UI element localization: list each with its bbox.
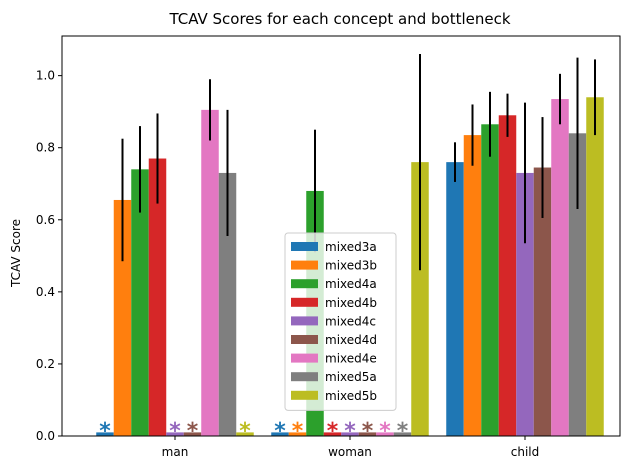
y-tick-label: 0.8: [36, 141, 55, 155]
legend-swatch-mixed5a: [291, 372, 318, 382]
bar-mixed4c-woman: [341, 432, 359, 436]
insignificant-marker-mixed5b-man: *: [239, 419, 251, 444]
legend-swatch-mixed4b: [291, 297, 318, 307]
x-tick-label-woman: woman: [328, 445, 372, 459]
bar-mixed5a-woman: [393, 432, 412, 436]
error-bars-layer: [121, 54, 596, 271]
bar-mixed4d-child: [533, 167, 552, 436]
legend: mixed3a mixed3b mixed4a mixed4b mixed4c mixed…: [284, 232, 397, 411]
legend-swatch-mixed3b: [291, 260, 318, 270]
y-tick-label: 0.6: [36, 213, 55, 227]
x-tick-label-man: man: [162, 445, 189, 459]
bar-mixed4d-woman: [358, 432, 377, 436]
y-tick-label: 0.2: [36, 357, 55, 371]
legend-label-mixed4b: mixed4b: [325, 296, 377, 310]
bar-mixed4a-man: [131, 169, 149, 437]
bar-mixed5b-child: [586, 97, 604, 436]
insignificant-marker-mixed4c-woman: *: [344, 419, 356, 444]
bar-mixed3a-man: [96, 432, 114, 436]
x-axis: man woman child: [162, 436, 540, 459]
insignificant-marker-mixed4b-woman: *: [327, 419, 339, 444]
legend-label-mixed3a: mixed3a: [325, 240, 377, 254]
bar-mixed5a-child: [568, 133, 587, 436]
legend-box: [284, 232, 397, 411]
bar-mixed4c-man: [166, 432, 184, 436]
legend-swatch-mixed4d: [291, 335, 318, 344]
insignificant-marker-mixed4d-woman: *: [362, 419, 374, 444]
y-tick-label: 0.0: [36, 429, 55, 443]
bar-mixed5b-woman: [411, 162, 429, 436]
bars-layer: [96, 97, 604, 437]
legend-label-mixed4a: mixed4a: [325, 277, 377, 291]
y-tick-label: 0.4: [36, 285, 55, 299]
legend-label-mixed5b: mixed5b: [325, 389, 377, 403]
bar-mixed3a-child: [446, 162, 464, 436]
bar-mixed4d-man: [183, 432, 202, 436]
legend-label-mixed5a: mixed5a: [325, 370, 377, 384]
bar-mixed3b-man: [113, 199, 132, 436]
legend-label-mixed4d: mixed4d: [325, 333, 377, 347]
legend-swatch-mixed5b: [291, 390, 318, 400]
legend-swatch-mixed3a: [291, 242, 318, 251]
insignificance-markers-layer: * * * ** ** * * **: [99, 419, 409, 444]
legend-swatch-mixed4a: [291, 279, 318, 289]
bar-mixed4e-child: [551, 99, 569, 437]
bar-mixed4b-woman: [323, 432, 342, 436]
legend-label-mixed4e: mixed4e: [325, 352, 377, 366]
x-tick-label-child: child: [511, 445, 540, 459]
y-axis-label: TCAV Score: [9, 219, 23, 288]
insignificant-marker-mixed3a-man: *: [99, 419, 111, 444]
insignificant-marker-mixed4e-woman: *: [379, 419, 391, 444]
legend-swatch-mixed4e: [291, 353, 318, 363]
plot-frame: [61, 35, 621, 437]
insignificant-marker-mixed5a-woman: *: [397, 419, 409, 444]
bar-mixed3b-woman: [288, 432, 307, 436]
bar-mixed5a-man: [218, 172, 237, 436]
insignificant-marker-mixed4c-man: *: [169, 419, 181, 444]
legend-swatch-mixed4c: [291, 316, 318, 326]
bar-mixed4e-woman: [376, 432, 394, 436]
insignificant-marker-mixed3b-woman: *: [292, 419, 304, 444]
bar-mixed3b-child: [463, 135, 482, 436]
chart-title: TCAV Scores for each concept and bottlen…: [168, 10, 510, 28]
legend-label-mixed3b: mixed3b: [325, 259, 377, 273]
y-tick-label: 1.0: [36, 69, 55, 83]
bar-mixed5b-man: [236, 432, 254, 436]
insignificant-marker-mixed3a-woman: *: [274, 419, 286, 444]
y-axis: 0.0 0.2 0.4 0.6 0.8 1.0: [36, 69, 62, 443]
bar-mixed4e-man: [201, 109, 219, 436]
legend-label-mixed4c: mixed4c: [325, 314, 376, 328]
bar-mixed4b-man: [148, 158, 167, 436]
insignificant-marker-mixed4d-man: *: [187, 419, 199, 444]
bar-mixed3a-woman: [271, 432, 289, 436]
bar-mixed4c-child: [516, 172, 534, 436]
bar-mixed4a-child: [481, 124, 499, 436]
bar-mixed4b-child: [498, 115, 517, 436]
